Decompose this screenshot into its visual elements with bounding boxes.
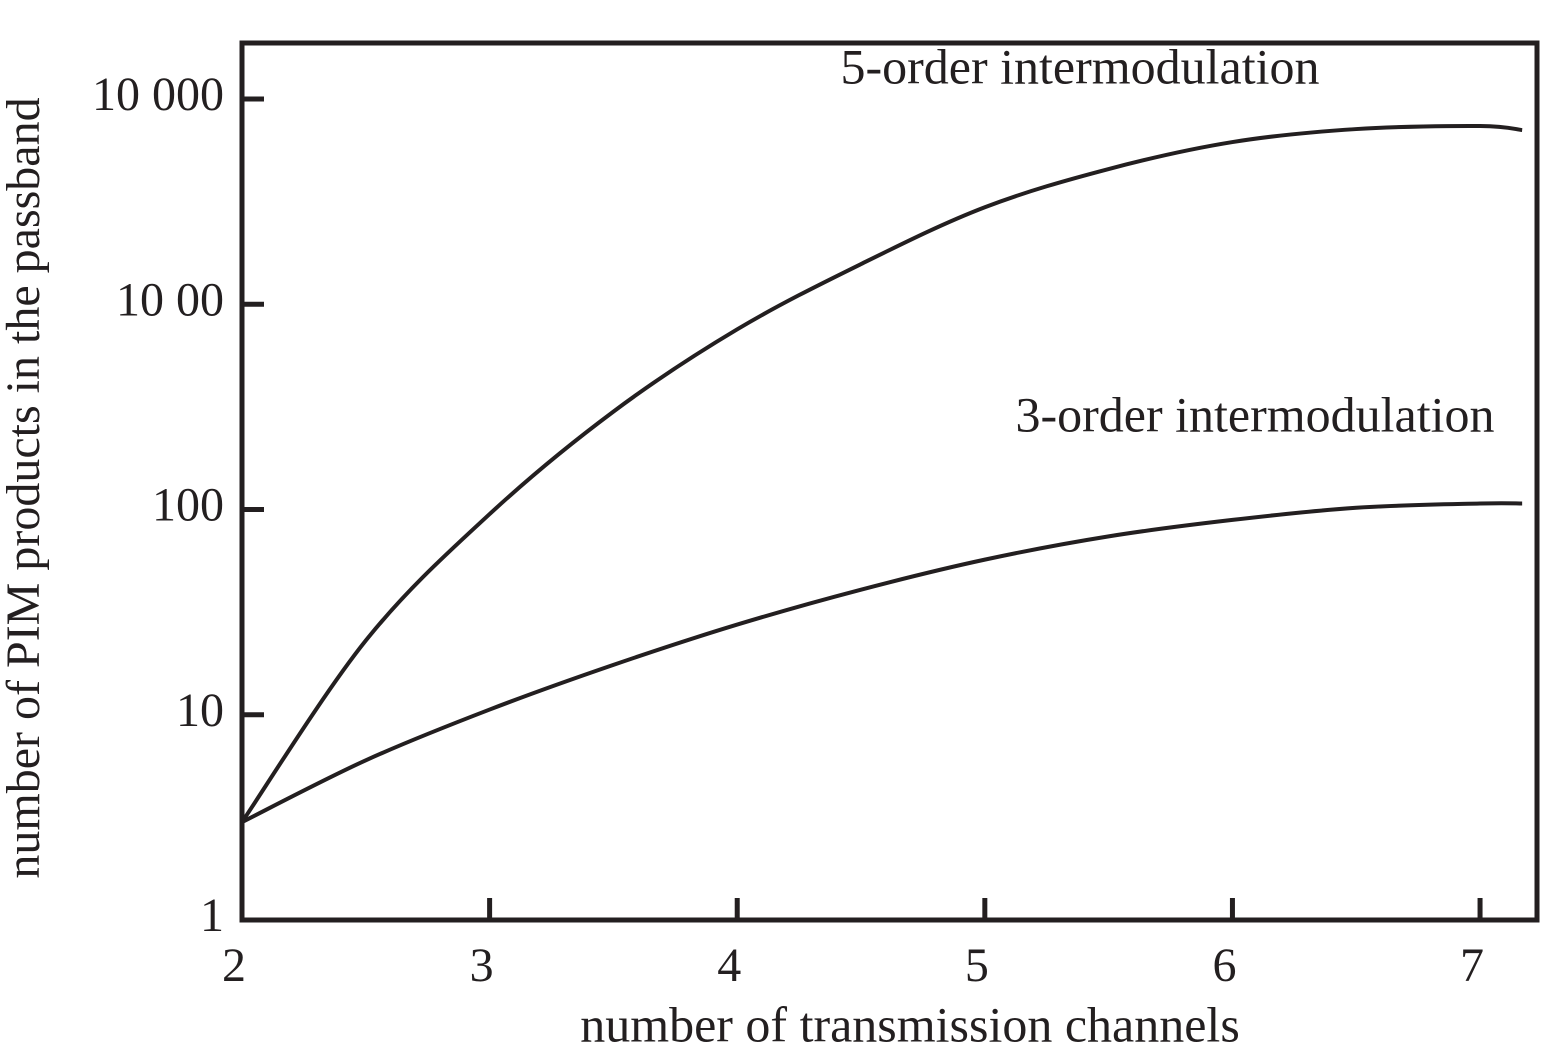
- y-tick-label: 10 000: [92, 68, 224, 121]
- x-tick-label: 2: [222, 939, 246, 992]
- y-tick-label: 10: [176, 684, 224, 737]
- series-line: [241, 501, 1523, 824]
- y-tick-label: 10 00: [116, 273, 224, 326]
- y-tick-label: 100: [152, 479, 224, 532]
- x-tick-label: 5: [965, 939, 989, 992]
- y-tick-label: 1: [200, 889, 224, 942]
- series-line: [240, 123, 1523, 824]
- x-tick-label: 4: [717, 939, 741, 992]
- plot-frame: [239, 40, 1540, 923]
- series-label: 5-order intermodulation: [840, 38, 1319, 94]
- series-label: 3-order intermodulation: [1015, 386, 1494, 442]
- x-tick-label: 7: [1460, 939, 1484, 992]
- y-axis-label: number of PIM products in the passband: [0, 97, 50, 878]
- x-tick-label: 3: [470, 939, 494, 992]
- x-axis-label: number of transmission channels: [580, 996, 1240, 1051]
- x-tick-label: 6: [1212, 939, 1236, 992]
